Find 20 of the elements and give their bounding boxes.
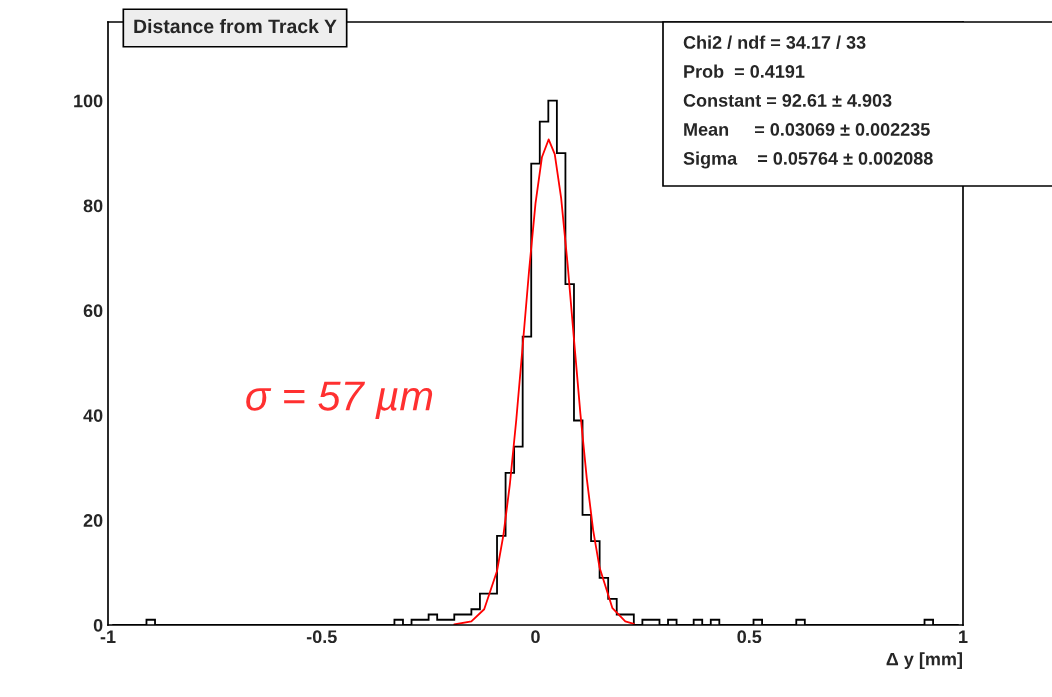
x-tick-label: 0.5 [737, 630, 762, 644]
annotation: Constant = 92.61 ± 4.903 [683, 94, 892, 107]
annotation: Chi2 / ndf = 34.17 / 33 [683, 35, 866, 50]
y-tick-label: 80 [83, 199, 103, 213]
y-tick-label: 60 [83, 304, 103, 318]
chart-title: Distance from Track Y [134, 18, 337, 34]
line-series [453, 138, 635, 625]
y-tick-label: 100 [74, 94, 103, 108]
x-tick-label: 1 [959, 630, 968, 643]
annotation: Prob = 0.4191 [684, 64, 805, 78]
y-tick-label: 40 [83, 409, 103, 422]
x-tick-label: 0 [531, 630, 540, 644]
x-axis-title: Δ y [mm] [886, 652, 962, 670]
annotation: Sigma = 0.05764 ± 0.002088 [683, 151, 933, 169]
x-tick-label: -0.5 [306, 630, 337, 644]
y-tick-label: 20 [83, 514, 103, 527]
y-tick-label: 0 [93, 618, 103, 632]
x-tick-label: -1 [100, 630, 116, 643]
annotation: σ = 57 µm [246, 381, 433, 419]
annotation: Mean = 0.03069 ± 0.002235 [684, 123, 930, 136]
